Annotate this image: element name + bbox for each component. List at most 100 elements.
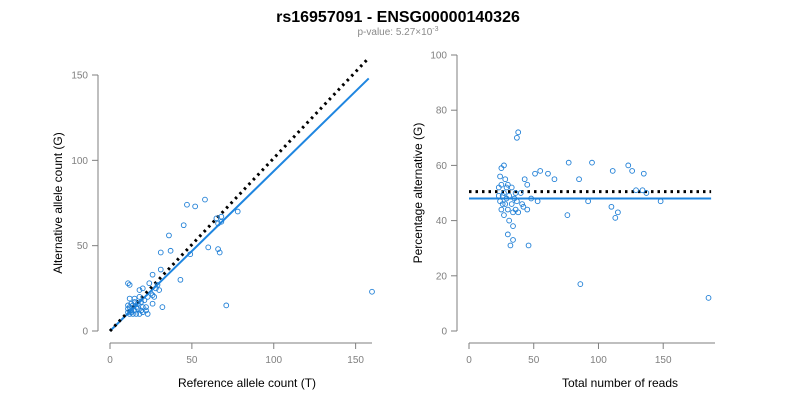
right-data-point (512, 190, 519, 196)
right-y-tick-label: 80 (436, 106, 448, 117)
left-data-point (223, 302, 230, 309)
right-data-point (657, 198, 664, 205)
right-data-point (589, 159, 595, 166)
right-data-point (528, 195, 534, 202)
left-data-point (234, 208, 241, 215)
right-x-tick-label: 50 (528, 355, 540, 366)
left-data-point (157, 249, 164, 256)
right-data-point (640, 170, 647, 177)
right-data-point (501, 190, 507, 196)
right-y-tick-label: 0 (441, 327, 447, 338)
right-data-point (639, 187, 646, 194)
left-data-point (138, 299, 144, 305)
left-data-point (167, 247, 174, 254)
left-data-point (159, 304, 166, 310)
left-x-tick-label: 50 (186, 355, 198, 366)
left-data-point (141, 297, 148, 304)
left-data-point (136, 294, 143, 300)
right-data-point (524, 206, 531, 213)
left-data-point (128, 307, 135, 314)
right-y-axis-label: Percentage alternative (G) (411, 123, 425, 264)
right-data-point (615, 209, 621, 216)
left-data-point (144, 311, 151, 317)
left-data-point (180, 222, 187, 229)
left-data-point (126, 282, 133, 288)
right-tick-group: 0 20 40 60 80 100 0 50 100 150 (430, 51, 672, 367)
left-data-point (216, 249, 223, 256)
right-data-point (514, 134, 520, 141)
left-data-point (218, 218, 225, 225)
right-data-point (510, 237, 516, 243)
left-reference-line (108, 56, 370, 333)
right-data-point (501, 212, 507, 218)
right-data-point (612, 214, 619, 221)
left-data-point (126, 311, 133, 317)
right-y-tick-label: 40 (436, 216, 448, 227)
left-data-point (126, 304, 133, 310)
right-data-point (508, 201, 515, 207)
right-data-point (514, 198, 520, 205)
left-data-point (136, 287, 143, 293)
right-data-point (510, 223, 516, 229)
left-data-point (146, 280, 153, 287)
left-y-tick-label: 50 (77, 241, 89, 252)
left-data-point (130, 311, 136, 317)
left-data-point (133, 304, 140, 310)
right-y-tick-label: 100 (430, 51, 447, 62)
chart-subtitle: p-value: 5.27×10-3 (357, 26, 438, 38)
right-data-point (504, 181, 511, 188)
left-data-point (153, 285, 159, 292)
left-data-point (128, 300, 135, 307)
left-data-point (134, 305, 141, 312)
right-x-tick-label: 0 (466, 355, 472, 366)
right-data-point (519, 201, 525, 207)
right-data-point (576, 176, 582, 183)
right-data-point (499, 192, 506, 199)
right-data-point (524, 181, 531, 188)
left-y-tick-label: 100 (71, 156, 88, 167)
left-data-point (136, 311, 143, 317)
right-data-point (545, 170, 551, 177)
left-x-axis-label: Reference allele count (T) (178, 376, 316, 390)
left-data-point (131, 299, 138, 305)
left-x-tick-label: 0 (107, 355, 113, 366)
left-point-group (125, 196, 375, 317)
left-data-point (143, 304, 149, 310)
left-y-tick-label: 150 (71, 71, 88, 82)
right-data-point (499, 201, 506, 207)
left-tick-group: 0 50 100 150 0 50 100 150 (71, 71, 364, 367)
left-data-point (215, 220, 221, 227)
left-data-point (149, 271, 156, 278)
right-data-point (520, 203, 527, 210)
left-data-point (126, 295, 133, 302)
left-data-point (138, 307, 144, 314)
left-data-point (125, 280, 131, 287)
left-data-point (125, 302, 131, 309)
right-data-point (521, 176, 528, 183)
right-y-tick-label: 60 (436, 161, 448, 172)
right-data-point (508, 184, 515, 191)
left-data-point (149, 292, 156, 299)
left-data-point (177, 276, 184, 283)
left-data-point (215, 246, 221, 252)
right-data-point (705, 295, 712, 301)
left-data-point (187, 251, 194, 258)
left-trend-lines (108, 56, 370, 333)
left-data-point (149, 300, 156, 307)
left-data-point (154, 282, 161, 288)
left-data-point (133, 311, 140, 317)
right-y-tick-label: 20 (436, 271, 448, 282)
left-data-point (166, 232, 172, 239)
right-data-point (495, 192, 502, 199)
right-data-point (497, 173, 503, 180)
right-x-tick-label: 150 (655, 355, 672, 366)
subtitle-exponent: -3 (432, 26, 438, 33)
right-data-point (534, 198, 541, 205)
right-data-point (565, 159, 572, 166)
right-data-point (515, 129, 522, 136)
left-data-point (128, 309, 135, 316)
left-data-point (202, 196, 208, 203)
right-data-point (503, 184, 510, 191)
left-data-point (205, 244, 212, 251)
